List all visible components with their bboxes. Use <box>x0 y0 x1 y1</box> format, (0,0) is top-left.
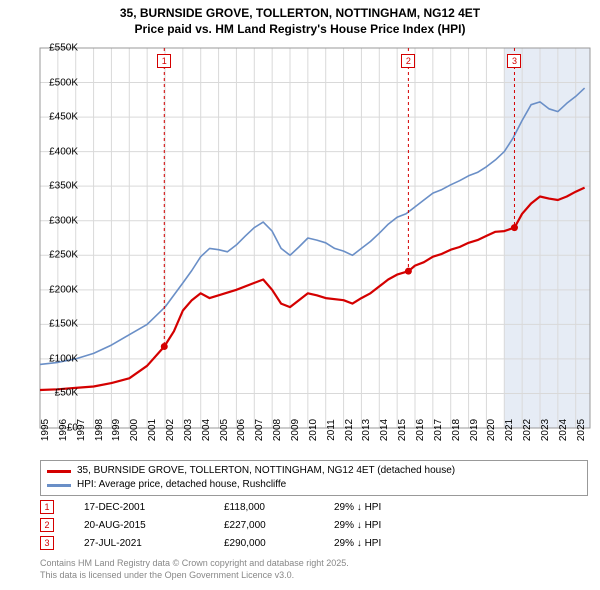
x-axis-tick-label: 2023 <box>540 419 551 441</box>
chart-svg <box>40 48 590 428</box>
attribution-line-1: Contains HM Land Registry data © Crown c… <box>40 558 349 570</box>
y-axis-tick-label: £300K <box>18 215 78 226</box>
x-axis-tick-label: 2010 <box>308 419 319 441</box>
x-axis-tick-label: 2015 <box>397 419 408 441</box>
x-axis-tick-label: 2016 <box>415 419 426 441</box>
sales-row-date: 17-DEC-2001 <box>84 502 224 513</box>
x-axis-tick-label: 2019 <box>469 419 480 441</box>
y-axis-tick-label: £450K <box>18 112 78 123</box>
legend-row-price: 35, BURNSIDE GROVE, TOLLERTON, NOTTINGHA… <box>47 464 581 478</box>
sales-row-date: 20-AUG-2015 <box>84 520 224 531</box>
x-axis-tick-label: 2013 <box>361 419 372 441</box>
x-axis-tick-label: 2001 <box>147 419 158 441</box>
sales-row-marker: 1 <box>40 500 54 514</box>
y-axis-tick-label: £250K <box>18 250 78 261</box>
title-line-2: Price paid vs. HM Land Registry's House … <box>0 22 600 38</box>
sales-row-price: £118,000 <box>224 502 334 513</box>
y-axis-tick-label: £400K <box>18 146 78 157</box>
sales-row-price: £227,000 <box>224 520 334 531</box>
y-axis-tick-label: £500K <box>18 77 78 88</box>
sales-row-note: 29% ↓ HPI <box>334 538 381 549</box>
sales-row-note: 29% ↓ HPI <box>334 520 381 531</box>
chart-area: £0£50K£100K£150K£200K£250K£300K£350K£400… <box>40 48 590 428</box>
x-axis-tick-label: 2014 <box>379 419 390 441</box>
sales-row-price: £290,000 <box>224 538 334 549</box>
x-axis-tick-label: 2018 <box>451 419 462 441</box>
y-axis-tick-label: £150K <box>18 319 78 330</box>
title-line-1: 35, BURNSIDE GROVE, TOLLERTON, NOTTINGHA… <box>0 6 600 22</box>
y-axis-tick-label: £50K <box>18 388 78 399</box>
x-axis-tick-label: 2004 <box>201 419 212 441</box>
x-axis-tick-label: 2005 <box>219 419 230 441</box>
legend-swatch-price <box>47 470 71 473</box>
sale-marker-2: 2 <box>401 54 415 68</box>
legend: 35, BURNSIDE GROVE, TOLLERTON, NOTTINGHA… <box>40 460 588 496</box>
x-axis-tick-label: 1996 <box>58 419 69 441</box>
x-axis-tick-label: 2025 <box>576 419 587 441</box>
x-axis-tick-label: 2021 <box>504 419 515 441</box>
x-axis-tick-label: 2002 <box>165 419 176 441</box>
y-axis-tick-label: £200K <box>18 284 78 295</box>
sales-row: 2 20-AUG-2015£227,00029% ↓ HPI <box>40 516 588 534</box>
sales-row-marker: 2 <box>40 518 54 532</box>
sales-row-marker: 3 <box>40 536 54 550</box>
sale-marker-3: 3 <box>507 54 521 68</box>
x-axis-tick-label: 2009 <box>290 419 301 441</box>
x-axis-tick-label: 2020 <box>486 419 497 441</box>
legend-text-hpi: HPI: Average price, detached house, Rush… <box>77 478 286 492</box>
x-axis-tick-label: 1999 <box>111 419 122 441</box>
x-axis-tick-label: 1995 <box>40 419 51 441</box>
x-axis-tick-label: 2017 <box>433 419 444 441</box>
legend-swatch-hpi <box>47 484 71 487</box>
legend-text-price: 35, BURNSIDE GROVE, TOLLERTON, NOTTINGHA… <box>77 464 455 478</box>
x-axis-tick-label: 1998 <box>94 419 105 441</box>
sale-marker-1: 1 <box>157 54 171 68</box>
sales-row: 1 17-DEC-2001£118,00029% ↓ HPI <box>40 498 588 516</box>
x-axis-tick-label: 1997 <box>76 419 87 441</box>
sales-row-note: 29% ↓ HPI <box>334 502 381 513</box>
x-axis-tick-label: 2008 <box>272 419 283 441</box>
sales-row: 3 27-JUL-2021£290,00029% ↓ HPI <box>40 534 588 552</box>
y-axis-tick-label: £100K <box>18 353 78 364</box>
x-axis-tick-label: 2011 <box>326 419 337 441</box>
x-axis-tick-label: 2022 <box>522 419 533 441</box>
x-axis-tick-label: 2007 <box>254 419 265 441</box>
x-axis-tick-label: 2003 <box>183 419 194 441</box>
attribution-line-2: This data is licensed under the Open Gov… <box>40 570 349 582</box>
sales-table: 117-DEC-2001£118,00029% ↓ HPI220-AUG-201… <box>40 498 588 552</box>
x-axis-tick-label: 2000 <box>129 419 140 441</box>
legend-row-hpi: HPI: Average price, detached house, Rush… <box>47 478 581 492</box>
sales-row-date: 27-JUL-2021 <box>84 538 224 549</box>
x-axis-tick-label: 2012 <box>344 419 355 441</box>
x-axis-tick-label: 2024 <box>558 419 569 441</box>
y-axis-tick-label: £550K <box>18 43 78 54</box>
chart-title: 35, BURNSIDE GROVE, TOLLERTON, NOTTINGHA… <box>0 0 600 37</box>
x-axis-tick-label: 2006 <box>236 419 247 441</box>
attribution: Contains HM Land Registry data © Crown c… <box>40 558 349 581</box>
y-axis-tick-label: £350K <box>18 181 78 192</box>
